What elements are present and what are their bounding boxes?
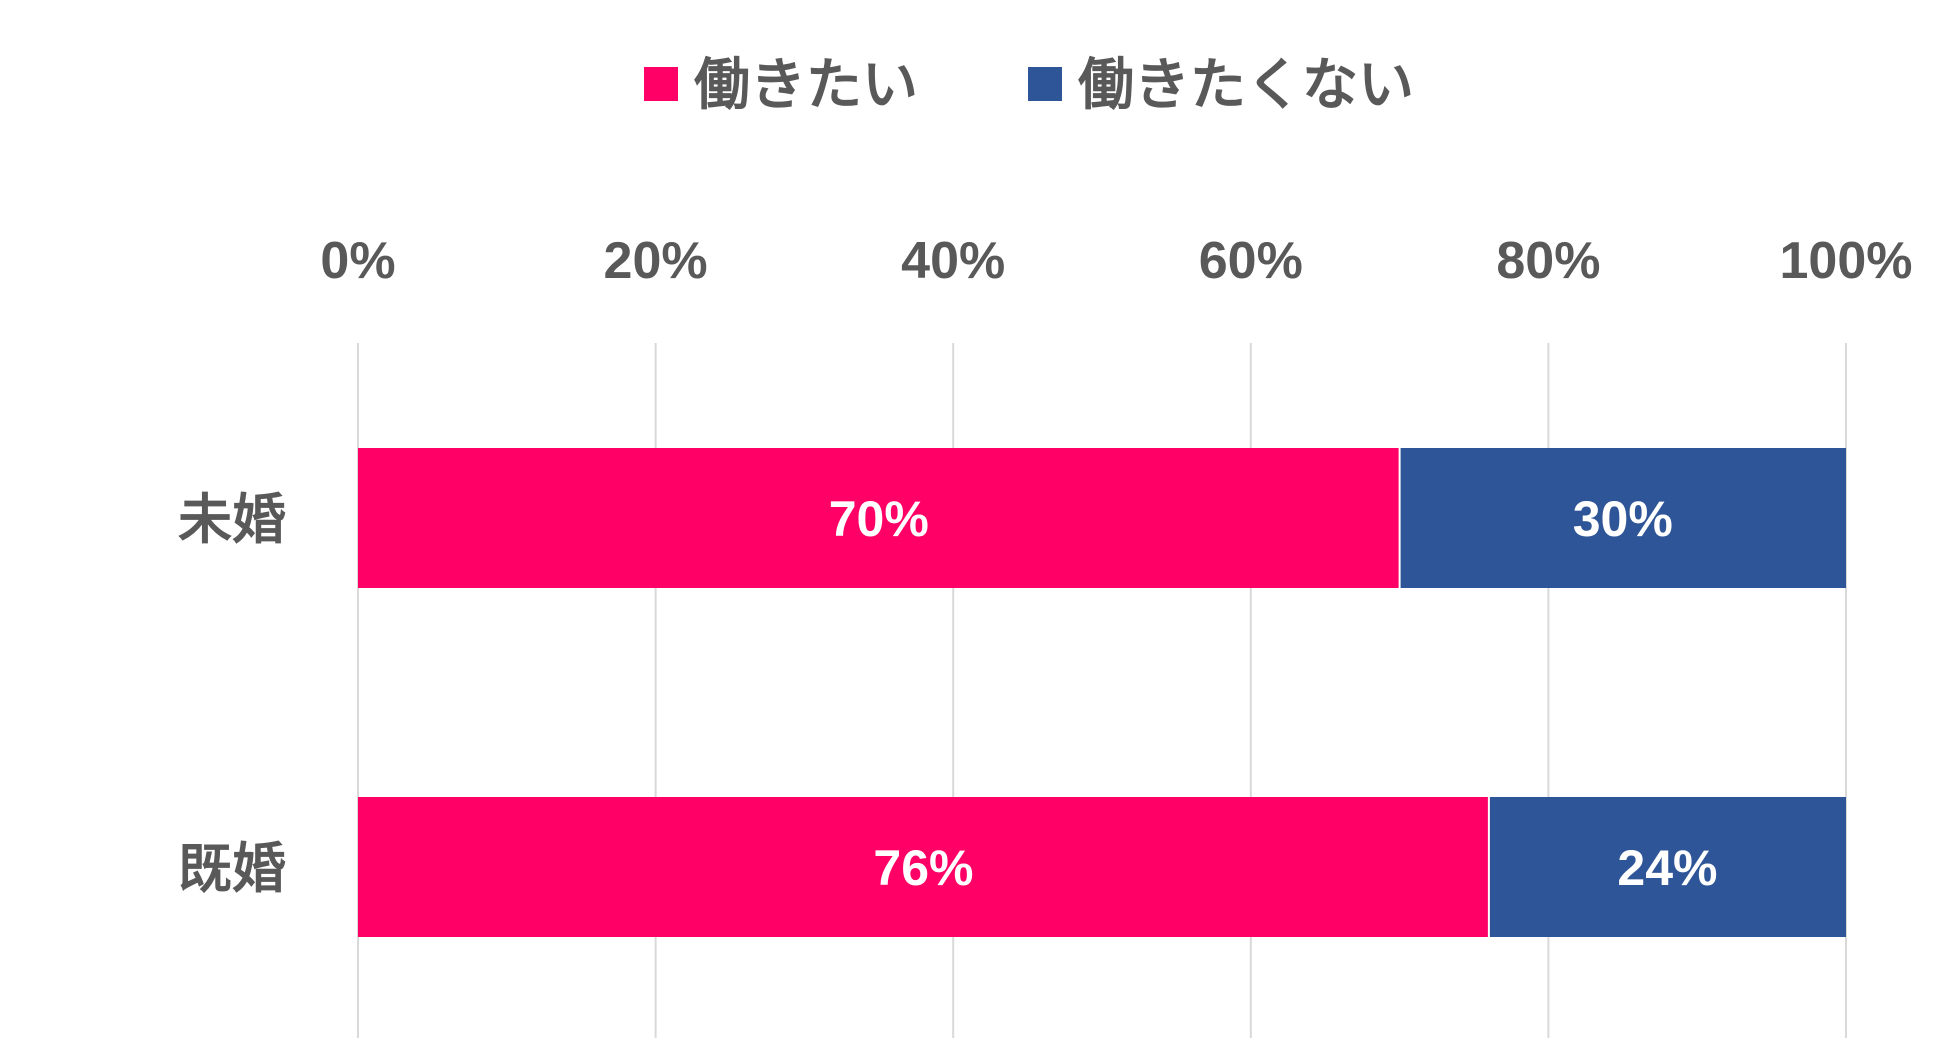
legend-swatch xyxy=(1028,67,1062,101)
bar-data-label: 76% xyxy=(873,840,973,896)
x-tick-label: 80% xyxy=(1496,232,1600,290)
bar-segment-1-0 xyxy=(358,797,1489,937)
bars xyxy=(358,448,1846,937)
bar-data-label: 30% xyxy=(1573,491,1673,547)
x-tick-label: 100% xyxy=(1780,232,1913,290)
bar-data-label: 24% xyxy=(1617,840,1717,896)
bar-labels: 70% 30% 76% 24% xyxy=(829,491,1718,896)
x-tick-label: 0% xyxy=(320,232,395,290)
x-tick-label: 60% xyxy=(1199,232,1303,290)
x-tick-label: 20% xyxy=(604,232,708,290)
bar-segment-0-0 xyxy=(358,448,1400,588)
bar-data-label: 70% xyxy=(829,491,929,547)
x-axis-ticks: 0% 20% 40% 60% 80% 100% xyxy=(320,232,1912,290)
bar-segment-0-1 xyxy=(1399,448,1846,588)
legend-label: 働きたい xyxy=(694,53,918,118)
legend-label: 働きたくない xyxy=(1078,53,1414,118)
x-tick-label: 40% xyxy=(901,232,1005,290)
category-label: 未婚 xyxy=(178,488,286,551)
legend-swatch xyxy=(644,67,678,101)
legend: 働きたい 働きたくない xyxy=(644,53,1414,118)
category-label: 既婚 xyxy=(178,837,286,900)
bar-segment-1-1 xyxy=(1488,797,1846,937)
